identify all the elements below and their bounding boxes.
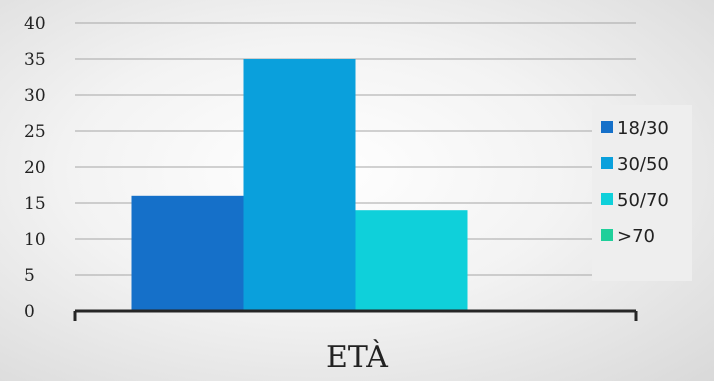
legend-swatch — [601, 229, 613, 241]
legend-swatch — [601, 121, 613, 133]
y-tick-label: 5 — [24, 266, 35, 286]
x-axis-label: ETÀ — [326, 339, 388, 375]
legend-label: 50/70 — [617, 190, 669, 211]
y-tick-label: 30 — [24, 86, 46, 106]
y-axis-ticks: 0 5 10 15 20 25 30 35 40 — [24, 14, 46, 322]
y-tick-label: 25 — [24, 122, 46, 142]
legend-swatch — [601, 193, 613, 205]
y-tick-label: 20 — [24, 158, 46, 178]
y-tick-label: 0 — [24, 302, 35, 322]
legend-label: 30/50 — [617, 154, 669, 175]
y-tick-label: 15 — [24, 194, 46, 214]
bar-50-70 — [355, 210, 468, 311]
y-tick-label: 40 — [24, 14, 46, 34]
y-tick-label: 35 — [24, 50, 46, 70]
legend-label: >70 — [617, 226, 655, 247]
bars — [131, 59, 468, 311]
bar-30-50 — [243, 59, 356, 311]
legend-swatch — [601, 157, 613, 169]
y-tick-label: 10 — [24, 230, 46, 250]
legend-label: 18/30 — [617, 118, 669, 139]
x-axis — [73, 309, 638, 321]
legend: 18/30 30/50 50/70 >70 — [601, 118, 669, 247]
bar-18-30 — [131, 195, 244, 311]
